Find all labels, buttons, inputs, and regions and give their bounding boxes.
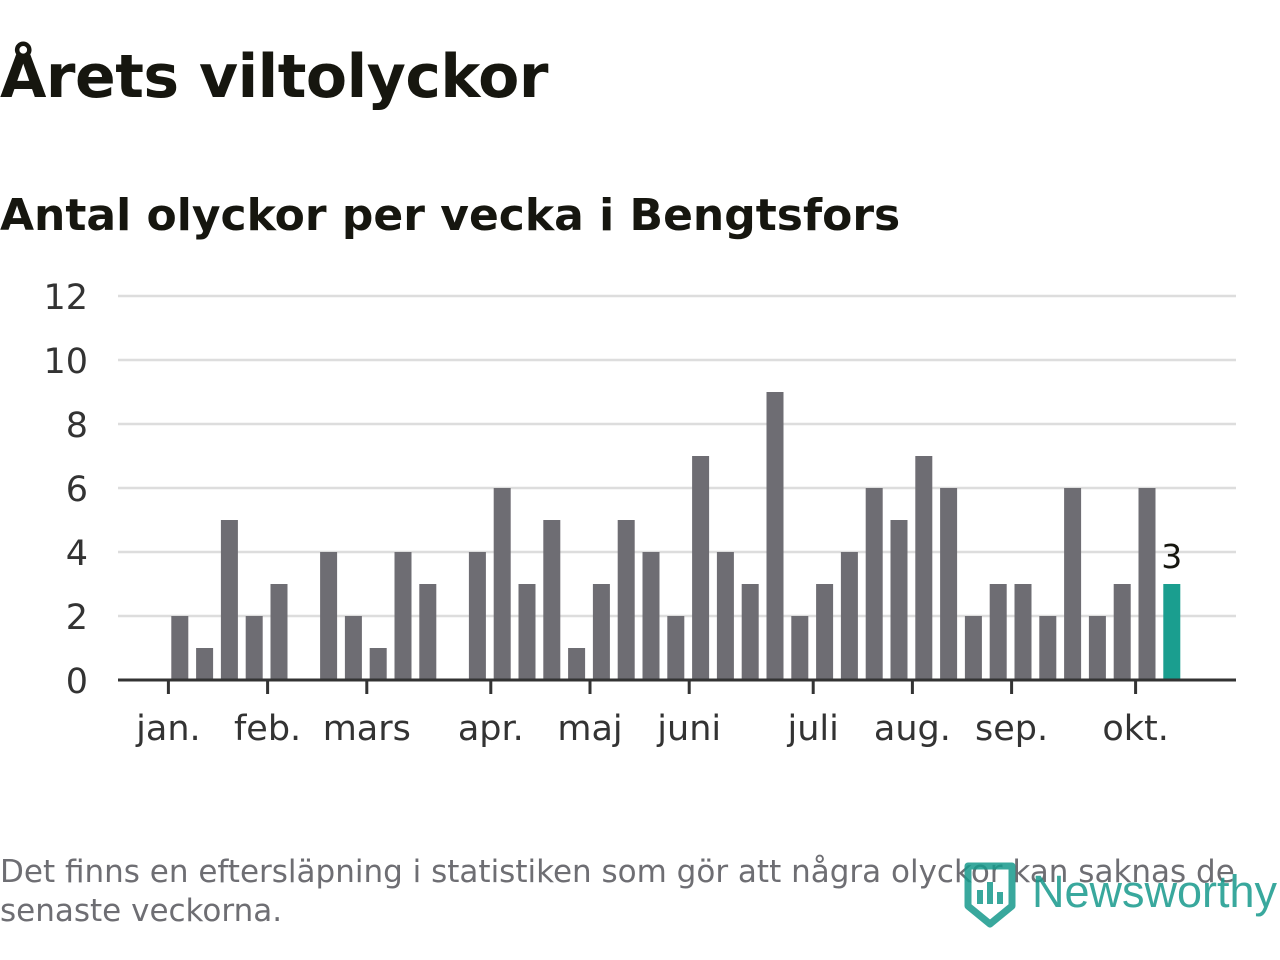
bar (865, 488, 883, 680)
bars (171, 392, 1181, 680)
x-tick-label: feb. (234, 709, 301, 749)
bar (964, 616, 982, 680)
x-tick-label: mars (323, 709, 411, 749)
bar (791, 616, 809, 680)
x-tick-label: juni (656, 709, 721, 749)
y-tick-label: 0 (66, 662, 88, 702)
bar (394, 552, 412, 680)
bar (766, 392, 784, 680)
bar (1014, 584, 1032, 680)
bar (369, 648, 387, 680)
bar (915, 456, 933, 680)
bar (989, 584, 1007, 680)
bar (1138, 488, 1156, 680)
bar (816, 584, 834, 680)
x-tick-label: okt. (1102, 709, 1169, 749)
bar (320, 552, 338, 680)
bar (716, 552, 734, 680)
newsworthy-logo-icon (964, 862, 1016, 928)
bar (890, 520, 908, 680)
y-tick-label: 6 (66, 470, 88, 510)
bar (1113, 584, 1131, 680)
newsworthy-logo-text: Newsworthy (1032, 866, 1278, 917)
bar (171, 616, 189, 680)
bar (592, 584, 610, 680)
x-axis: jan. feb. mars apr. maj juni juli aug. sep. okt. (118, 678, 1236, 749)
y-tick-label: 12 (43, 278, 88, 318)
chart-title: Årets viltolyckor (0, 42, 549, 112)
x-tick-label: jan. (135, 709, 200, 749)
bar (518, 584, 536, 680)
highlight-value-label: 3 (1161, 537, 1182, 576)
bar (196, 648, 214, 680)
bar (667, 616, 685, 680)
bar (940, 488, 958, 680)
bar (270, 584, 288, 680)
bar-highlight (1163, 584, 1181, 680)
bar (543, 520, 561, 680)
x-tick-label: maj (557, 709, 622, 749)
bar (468, 552, 486, 680)
bar (568, 648, 586, 680)
bar (344, 616, 362, 680)
bar (741, 584, 759, 680)
y-tick-label: 10 (43, 342, 88, 382)
footnote: Det finns en eftersläpning i statistiken… (0, 854, 1235, 929)
bar (419, 584, 437, 680)
data-labels: 3 (1161, 537, 1182, 576)
bar (692, 456, 710, 680)
y-tick-label: 8 (66, 406, 88, 446)
bar (840, 552, 858, 680)
x-tick-label: apr. (458, 709, 524, 749)
bar (220, 520, 238, 680)
y-tick-label: 2 (66, 598, 88, 638)
y-axis-ticks: 0 2 4 6 8 10 12 (43, 278, 88, 702)
bar (1088, 616, 1106, 680)
chart-subtitle: Antal olyckor per vecka i Bengtsfors (0, 190, 901, 241)
bar (642, 552, 660, 680)
bar (1064, 488, 1082, 680)
bar (1039, 616, 1057, 680)
bar (617, 520, 635, 680)
x-tick-label: aug. (874, 709, 951, 749)
y-tick-label: 4 (66, 534, 88, 574)
x-tick-label: juli (787, 709, 839, 749)
newsworthy-logo: Newsworthy (962, 862, 1280, 930)
x-tick-label: sep. (975, 709, 1048, 749)
bar (245, 616, 263, 680)
bar (493, 488, 511, 680)
